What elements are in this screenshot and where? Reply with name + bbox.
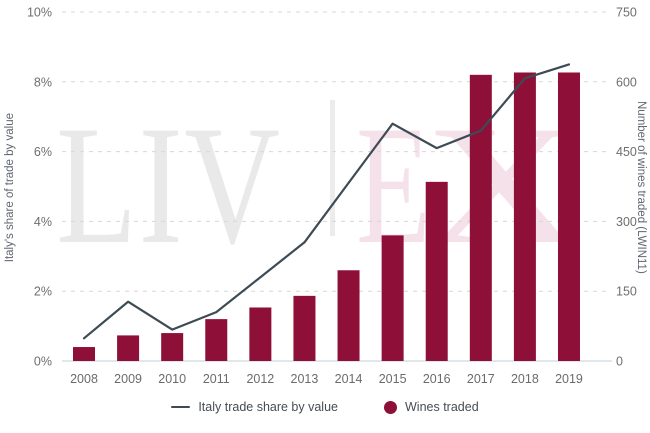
right-tick-label-300: 300 — [616, 215, 637, 229]
x-tick-label-2018: 2018 — [511, 372, 539, 386]
legend-line-label: Italy trade share by value — [198, 400, 338, 414]
x-tick-label-2010: 2010 — [158, 372, 186, 386]
line-series-swatch-icon — [171, 405, 191, 409]
right-tick-label-150: 150 — [616, 285, 637, 299]
left-axis-title: Italy's share of trade by value — [4, 14, 16, 361]
left-tick-label-6%: 6% — [34, 145, 52, 159]
x-tick-label-2011: 2011 — [203, 372, 230, 386]
bar-2010 — [161, 333, 184, 361]
bar-2017 — [469, 74, 492, 361]
right-axis-title: Number of wines traded (LWIN11) — [635, 14, 647, 361]
x-tick-label-2015: 2015 — [379, 372, 407, 386]
x-tick-label-2012: 2012 — [246, 372, 274, 386]
left-tick-label-8%: 8% — [34, 75, 52, 89]
right-tick-label-600: 600 — [616, 75, 637, 89]
trade-share-line — [82, 63, 571, 340]
left-axis-title-text: Italy's share of trade by value — [4, 112, 16, 263]
legend-item-bar: Wines traded — [384, 400, 479, 414]
legend-bar-label: Wines traded — [405, 400, 479, 414]
x-tick-label-2013: 2013 — [291, 372, 319, 386]
x-tick-label-2019: 2019 — [555, 372, 583, 386]
bar-2008 — [73, 347, 95, 361]
bar-2012 — [249, 307, 272, 361]
bar-2009 — [117, 335, 140, 361]
right-tick-label-0: 0 — [616, 355, 623, 369]
x-tick-label-2008: 2008 — [70, 372, 98, 386]
x-tick-label-2014: 2014 — [335, 372, 363, 386]
bar-2013 — [293, 295, 316, 361]
x-tick-label-2009: 2009 — [114, 372, 142, 386]
bar-2011 — [205, 319, 228, 361]
left-tick-label-0%: 0% — [34, 355, 52, 369]
right-tick-label-450: 450 — [616, 145, 637, 159]
x-tick-label-2017: 2017 — [467, 372, 495, 386]
right-axis-title-text: Number of wines traded (LWIN11) — [635, 101, 647, 274]
legend-item-line: Italy trade share by value — [171, 400, 338, 414]
bar-2016 — [425, 181, 448, 361]
legend: Italy trade share by value Wines traded — [0, 400, 650, 414]
bar-2014 — [337, 270, 360, 361]
bar-2019 — [557, 72, 580, 361]
bar-2015 — [381, 235, 404, 361]
bar-series-swatch-icon — [384, 400, 397, 414]
left-tick-label-10%: 10% — [27, 6, 52, 20]
right-tick-label-750: 750 — [616, 6, 637, 20]
bar-2018 — [513, 72, 536, 361]
left-tick-label-4%: 4% — [34, 215, 52, 229]
x-tick-label-2016: 2016 — [423, 372, 451, 386]
left-tick-label-2%: 2% — [34, 285, 52, 299]
